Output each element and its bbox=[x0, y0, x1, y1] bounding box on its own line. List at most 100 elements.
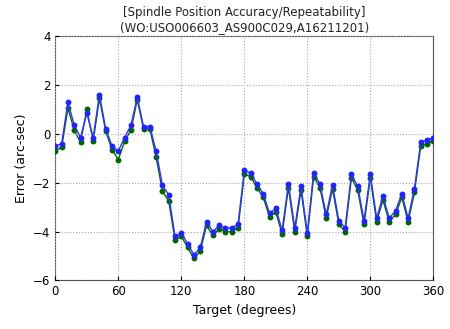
Point bbox=[222, 225, 229, 231]
Point bbox=[190, 256, 198, 261]
Point bbox=[241, 171, 248, 177]
Point bbox=[209, 229, 216, 234]
Point bbox=[373, 215, 380, 221]
Point bbox=[171, 238, 179, 243]
Point bbox=[430, 135, 437, 140]
Point bbox=[253, 185, 261, 190]
Point bbox=[367, 175, 374, 181]
Point bbox=[153, 148, 160, 154]
Point bbox=[90, 139, 97, 144]
Point bbox=[171, 234, 179, 239]
Point bbox=[411, 186, 418, 191]
Point bbox=[253, 181, 261, 187]
Point bbox=[58, 141, 65, 146]
Point bbox=[354, 184, 361, 189]
Point bbox=[52, 143, 59, 149]
Point bbox=[165, 198, 172, 204]
Point bbox=[342, 225, 349, 231]
Point bbox=[134, 94, 141, 100]
Point bbox=[272, 206, 279, 211]
Point bbox=[379, 193, 387, 199]
Point bbox=[392, 212, 399, 217]
Point bbox=[178, 234, 185, 239]
Point bbox=[310, 170, 317, 176]
Point bbox=[405, 219, 412, 224]
Point bbox=[329, 186, 336, 191]
Point bbox=[279, 228, 286, 233]
Point bbox=[405, 215, 412, 221]
Point bbox=[96, 92, 103, 97]
Point bbox=[184, 245, 191, 250]
Point bbox=[266, 214, 273, 219]
Point bbox=[108, 143, 116, 149]
Point bbox=[127, 123, 135, 128]
Point bbox=[316, 181, 324, 187]
Point bbox=[354, 188, 361, 193]
Point bbox=[241, 168, 248, 173]
Point bbox=[417, 140, 424, 145]
Point bbox=[197, 248, 204, 254]
Point bbox=[64, 99, 72, 105]
Point bbox=[348, 171, 355, 177]
Point bbox=[159, 183, 166, 188]
Point bbox=[71, 128, 78, 133]
Point bbox=[77, 135, 84, 140]
Point bbox=[430, 139, 437, 144]
Point bbox=[348, 175, 355, 181]
Point bbox=[360, 222, 368, 227]
Point bbox=[159, 189, 166, 194]
Point bbox=[285, 185, 292, 190]
Point bbox=[266, 211, 273, 216]
Point bbox=[71, 123, 78, 128]
Point bbox=[83, 107, 90, 112]
Point bbox=[234, 225, 242, 231]
Point bbox=[316, 185, 324, 190]
Y-axis label: Error (arc-sec): Error (arc-sec) bbox=[14, 114, 27, 203]
Point bbox=[304, 234, 311, 239]
Point bbox=[134, 97, 141, 102]
Point bbox=[102, 126, 109, 132]
Point bbox=[386, 215, 393, 221]
Point bbox=[323, 215, 330, 221]
Point bbox=[190, 252, 198, 257]
Point bbox=[423, 141, 431, 146]
Point bbox=[247, 174, 254, 179]
Point bbox=[127, 128, 135, 133]
Point bbox=[178, 230, 185, 236]
X-axis label: Target (degrees): Target (degrees) bbox=[193, 304, 296, 317]
Point bbox=[115, 157, 122, 162]
Point bbox=[146, 126, 153, 132]
Point bbox=[83, 111, 90, 116]
Point bbox=[197, 245, 204, 250]
Point bbox=[216, 223, 223, 228]
Point bbox=[203, 223, 210, 228]
Point bbox=[411, 190, 418, 195]
Point bbox=[146, 124, 153, 129]
Point bbox=[291, 229, 298, 234]
Point bbox=[216, 226, 223, 232]
Point bbox=[260, 191, 267, 196]
Point bbox=[247, 170, 254, 176]
Point bbox=[272, 209, 279, 215]
Point bbox=[297, 188, 305, 193]
Point bbox=[398, 195, 405, 200]
Point bbox=[417, 143, 424, 149]
Point bbox=[398, 191, 405, 196]
Point bbox=[234, 222, 242, 227]
Point bbox=[90, 135, 97, 140]
Point bbox=[77, 140, 84, 145]
Point bbox=[360, 218, 368, 223]
Point bbox=[121, 135, 128, 140]
Point bbox=[335, 222, 342, 227]
Point bbox=[184, 241, 191, 246]
Point bbox=[392, 208, 399, 214]
Point bbox=[310, 174, 317, 179]
Point bbox=[209, 233, 216, 238]
Point bbox=[108, 147, 116, 152]
Point bbox=[279, 231, 286, 237]
Point bbox=[373, 219, 380, 224]
Point bbox=[342, 229, 349, 234]
Point bbox=[228, 229, 235, 234]
Point bbox=[379, 197, 387, 202]
Title: [Spindle Position Accuracy/Repeatability]
(WO:USO006603_AS900C029,A16211201): [Spindle Position Accuracy/Repeatability… bbox=[120, 6, 369, 34]
